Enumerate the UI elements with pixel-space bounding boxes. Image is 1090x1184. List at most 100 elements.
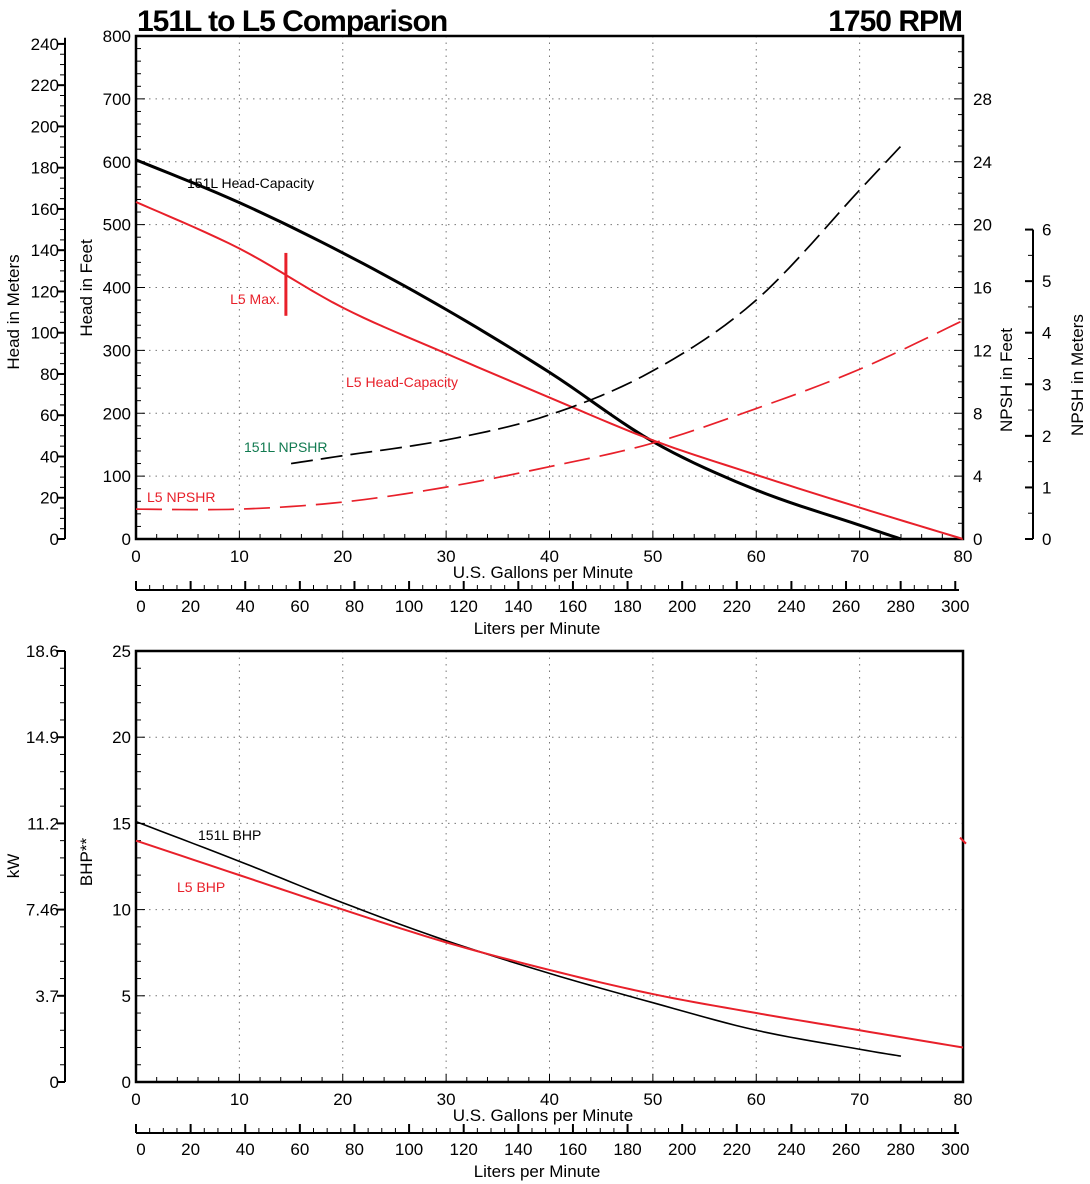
x-tick-label: 20 [333,1090,352,1109]
y-tick-label: 20 [112,728,131,747]
y-tick-label: 800 [103,27,131,46]
npsh-m-tick-label: 1 [1042,478,1051,497]
x-axis-title: U.S. Gallons per Minute [453,563,633,582]
liters-tick-label: 160 [559,1140,587,1159]
kw-tick-label: 7.46 [26,901,59,920]
meters-axis-title: Head in Meters [4,254,23,369]
x-tick-label: 80 [954,1090,973,1109]
liters-tick-label: 260 [832,597,860,616]
liters-tick-label: 100 [395,1140,423,1159]
series-line-151l-bhp [135,820,902,1057]
liters-tick-label: 140 [504,1140,532,1159]
y-tick-label: 500 [103,216,131,235]
liters-tick-label: 40 [236,597,255,616]
meters-tick-label: 120 [31,282,59,301]
x-tick-label: 80 [954,547,973,566]
npsh-m-tick-label: 0 [1042,530,1051,549]
y-tick-label: 100 [103,467,131,486]
meters-tick-label: 0 [50,530,59,549]
y-tick-label: 10 [112,901,131,920]
npsh-ft-tick-label: 12 [973,341,992,360]
x-tick-label: 0 [131,1090,140,1109]
y-axis-title: Head in Feet [77,239,96,337]
y-tick-label: 200 [103,404,131,423]
speed-label: 1750 RPM [828,5,962,38]
series-line-l5-bhp [135,839,964,1049]
series-label: 151L Head-Capacity [187,175,314,191]
liters-tick-label: 300 [941,597,969,616]
liters-tick-label: 0 [136,597,145,616]
series-line-151l-head-capacity [135,158,902,541]
y-tick-label: 5 [122,987,131,1006]
npsh-ft-axis-title: NPSH in Feet [997,328,1016,432]
x-tick-label: 30 [437,547,456,566]
series-label: L5 BHP [177,879,225,895]
liters-tick-label: 140 [504,597,532,616]
liters-tick-label: 40 [236,1140,255,1159]
y-tick-label: 600 [103,153,131,172]
y-tick-label: 700 [103,90,131,109]
npsh-ft-tick-label: 24 [973,153,992,172]
liters-tick-label: 200 [668,1140,696,1159]
liters-tick-label: 240 [777,597,805,616]
meters-tick-label: 40 [40,447,59,466]
liters-tick-label: 100 [395,597,423,616]
l5-max-label: L5 Max. [230,291,280,307]
liters-tick-label: 280 [886,597,914,616]
x-tick-label: 70 [850,1090,869,1109]
liters-tick-label: 200 [668,597,696,616]
x-tick-label: 60 [747,547,766,566]
liters-tick-label: 0 [136,1140,145,1159]
liters-tick-label: 60 [290,1140,309,1159]
y-tick-label: 0 [122,1073,131,1092]
kw-tick-label: 18.6 [26,642,59,661]
meters-tick-label: 60 [40,406,59,425]
y-tick-label: 15 [112,814,131,833]
series-label: L5 Head-Capacity [346,374,458,390]
liters-tick-label: 180 [613,1140,641,1159]
liters-tick-label: 160 [559,597,587,616]
npsh-ft-tick-label: 20 [973,216,992,235]
y-tick-label: 300 [103,341,131,360]
liters-tick-label: 300 [941,1140,969,1159]
x-tick-label: 10 [230,547,249,566]
x-tick-label: 50 [643,547,662,566]
x-tick-label: 0 [131,547,140,566]
meters-tick-label: 180 [31,159,59,178]
meters-tick-label: 140 [31,241,59,260]
liters-tick-label: 220 [723,597,751,616]
npsh-m-tick-label: 2 [1042,427,1051,446]
x-tick-label: 10 [230,1090,249,1109]
meters-tick-label: 200 [31,117,59,136]
kw-axis-title: kW [4,854,23,879]
y-tick-label: 400 [103,279,131,298]
x-tick-label: 70 [850,547,869,566]
npsh-ft-tick-label: 28 [973,90,992,109]
meters-tick-label: 220 [31,76,59,95]
npsh-ft-tick-label: 4 [973,467,982,486]
y-tick-label: 25 [112,642,131,661]
meters-tick-label: 160 [31,200,59,219]
series-label: 151L NPSHR [244,439,328,455]
meters-tick-label: 100 [31,324,59,343]
x-tick-label: 50 [643,1090,662,1109]
liters-tick-label: 20 [181,1140,200,1159]
liters-tick-label: 220 [723,1140,751,1159]
series-line-151l-npshr [290,145,902,465]
npsh-m-axis-title: NPSH in Meters [1068,314,1087,436]
liters-tick-label: 260 [832,1140,860,1159]
liters-tick-label: 180 [613,597,641,616]
meters-tick-label: 80 [40,365,59,384]
kw-tick-label: 0 [50,1073,59,1092]
x-tick-label: 60 [747,1090,766,1109]
liters-tick-label: 120 [450,597,478,616]
npsh-m-tick-label: 5 [1042,272,1051,291]
liters-tick-label: 80 [345,597,364,616]
y-axis-title: BHP** [77,838,96,887]
kw-tick-label: 11.2 [27,814,59,833]
npsh-ft-tick-label: 16 [973,279,992,298]
liters-axis-title: Liters per Minute [474,619,601,638]
npsh-m-tick-label: 6 [1042,221,1051,240]
liters-tick-label: 120 [450,1140,478,1159]
